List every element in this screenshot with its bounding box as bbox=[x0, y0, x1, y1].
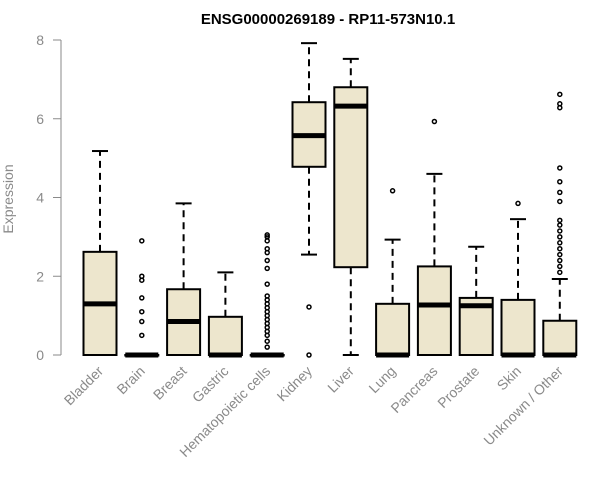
x-tick-label: Prostate bbox=[434, 363, 482, 411]
chart-title: ENSG00000269189 - RP11-573N10.1 bbox=[201, 11, 455, 28]
outlier-point bbox=[139, 318, 145, 325]
x-tick-label: Skin bbox=[494, 363, 525, 394]
x-tick-label: Lung bbox=[365, 363, 398, 396]
y-tick-label: 2 bbox=[36, 268, 44, 284]
outlier-point bbox=[139, 273, 145, 279]
outlier-point bbox=[557, 269, 563, 276]
outlier-point bbox=[389, 188, 396, 194]
outlier-point bbox=[557, 228, 563, 234]
outlier-point bbox=[139, 295, 145, 301]
y-tick-label: 4 bbox=[36, 190, 44, 206]
outlier-point bbox=[557, 240, 563, 246]
outlier-point bbox=[557, 251, 563, 258]
outlier-point bbox=[557, 263, 563, 270]
outlier-point bbox=[264, 293, 270, 299]
outlier-point bbox=[306, 304, 312, 310]
box-brain bbox=[124, 238, 160, 358]
plot-area bbox=[82, 42, 578, 358]
x-tick-label: Bladder bbox=[61, 363, 107, 409]
outlier-point bbox=[557, 234, 563, 240]
y-axis: 0 2 4 6 8 bbox=[36, 32, 62, 363]
y-axis-label: Expression bbox=[0, 164, 16, 233]
outlier-point bbox=[557, 222, 563, 228]
outlier-point bbox=[264, 265, 270, 272]
outlier-point bbox=[557, 245, 563, 252]
box-pancreas bbox=[416, 118, 452, 356]
box-prostate bbox=[458, 245, 494, 356]
outlier-point bbox=[557, 217, 563, 224]
x-tick-label: Kidney bbox=[274, 363, 316, 405]
box bbox=[542, 319, 578, 356]
box-liver bbox=[333, 57, 369, 356]
box-breast bbox=[166, 202, 202, 356]
outlier-point bbox=[139, 308, 145, 315]
x-tick-label: Breast bbox=[150, 363, 190, 403]
outlier-point bbox=[139, 332, 145, 339]
y-tick-label: 8 bbox=[36, 32, 44, 48]
outlier-point bbox=[306, 352, 312, 358]
outlier-point bbox=[515, 200, 521, 207]
x-tick-label: Liver bbox=[324, 363, 357, 396]
outlier-point bbox=[264, 257, 270, 264]
box-unknown-other bbox=[542, 91, 578, 358]
outlier-point bbox=[264, 232, 270, 238]
box bbox=[207, 315, 243, 356]
y-tick-label: 6 bbox=[36, 111, 44, 127]
box bbox=[416, 265, 452, 356]
outlier-point bbox=[557, 198, 563, 205]
box-lung bbox=[375, 188, 411, 358]
box bbox=[500, 298, 536, 356]
outlier-point bbox=[557, 179, 563, 185]
box bbox=[333, 86, 369, 269]
outlier-point bbox=[264, 234, 270, 240]
box-gastric bbox=[207, 271, 243, 358]
outlier-point bbox=[557, 101, 563, 107]
box-hematopoietic-cells bbox=[249, 232, 285, 358]
box-skin bbox=[500, 200, 536, 358]
outlier-point bbox=[557, 257, 563, 264]
box-kidney bbox=[291, 42, 327, 358]
outlier-point bbox=[264, 245, 270, 252]
outlier-point bbox=[557, 91, 563, 98]
outlier-point bbox=[431, 118, 438, 125]
outlier-point bbox=[557, 165, 563, 171]
x-tick-label: Unknown / Other bbox=[480, 363, 566, 449]
box-bladder bbox=[82, 150, 118, 356]
outlier-point bbox=[557, 189, 563, 196]
x-tick-label: Brain bbox=[113, 363, 147, 397]
box bbox=[375, 302, 411, 356]
outlier-point bbox=[139, 238, 145, 244]
outlier-point bbox=[264, 338, 270, 344]
outlier-point bbox=[264, 344, 270, 350]
y-tick-label: 0 bbox=[36, 347, 44, 363]
outlier-point bbox=[264, 281, 270, 287]
